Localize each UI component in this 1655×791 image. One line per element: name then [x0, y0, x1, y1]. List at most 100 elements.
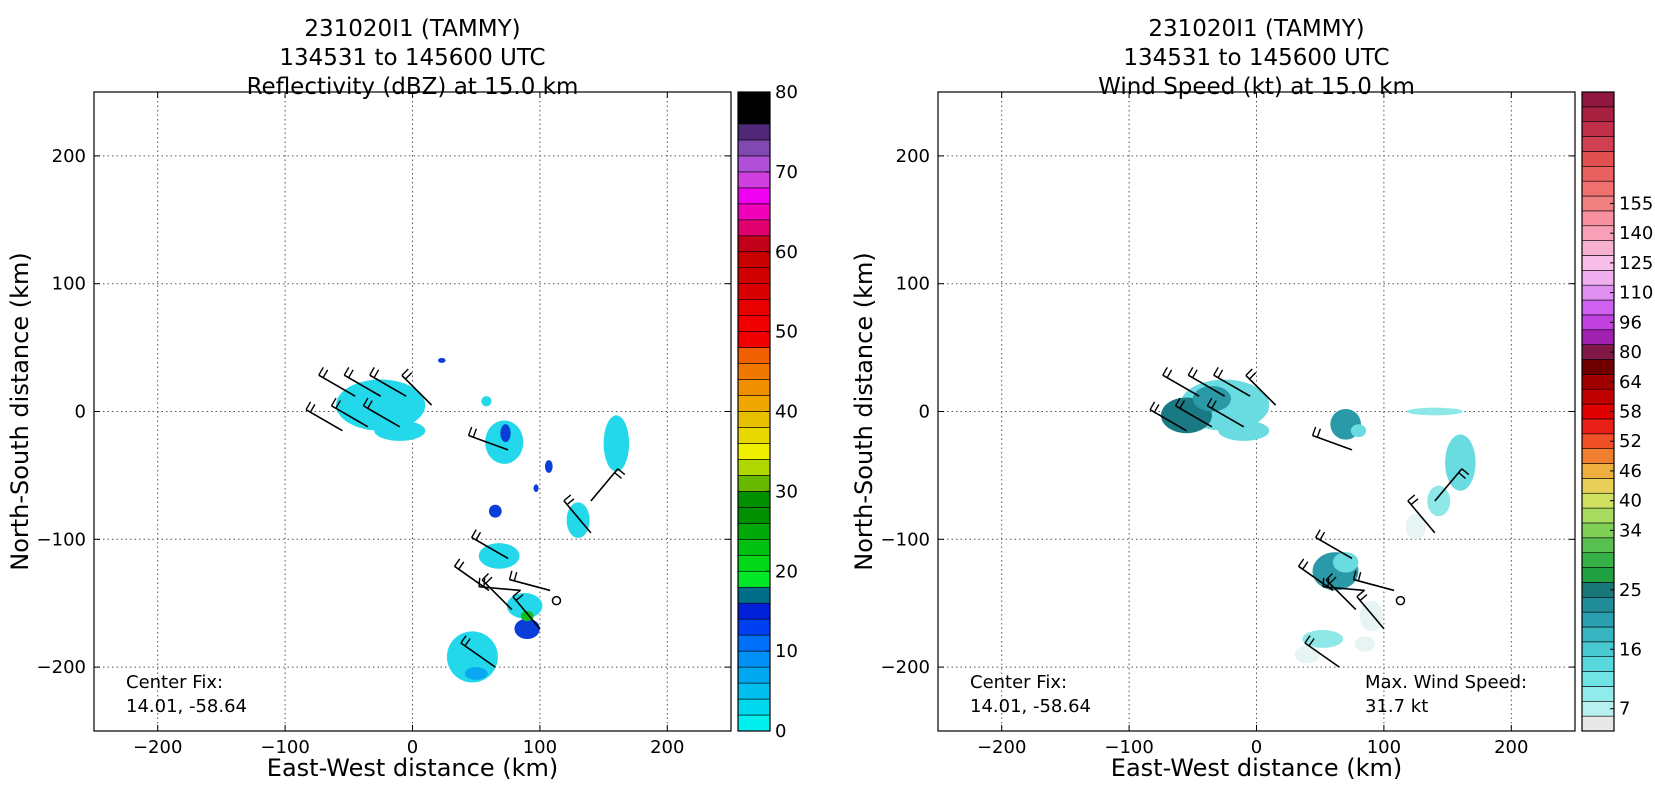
field-region	[1427, 485, 1451, 517]
chart-title-line: Wind Speed (kt) at 15.0 km	[1098, 74, 1415, 100]
wind-barb-flag	[404, 372, 413, 380]
wind-barb	[471, 536, 509, 560]
colorbar-tick-label: 7	[1619, 699, 1630, 720]
y-tick-label: 0	[919, 402, 930, 423]
colorbar-tick-label: 10	[775, 641, 798, 662]
wind-barb	[1162, 374, 1200, 397]
colorbar-segment	[1581, 314, 1615, 331]
chart-title-line: 134531 to 145600 UTC	[279, 45, 545, 71]
wind-barb-flag	[472, 428, 478, 438]
colorbar-segment	[1581, 359, 1615, 375]
wind-barb-flag	[1166, 369, 1173, 379]
y-tick-label: 200	[896, 146, 930, 167]
colorbar-segment	[737, 235, 771, 253]
calm-marker	[551, 595, 562, 606]
wind-barb-flag	[1315, 529, 1321, 538]
wind-barb-flag	[508, 570, 513, 580]
wind-barb-flag	[348, 369, 354, 379]
x-tick-label: 0	[407, 737, 418, 758]
colorbar-segment	[737, 714, 771, 732]
colorbar-segment	[1581, 388, 1615, 405]
colorbar-tick-label: 34	[1619, 520, 1642, 541]
colorbar-segment	[1581, 180, 1615, 197]
colorbar-segment	[737, 139, 771, 157]
x-axis-label: East-West distance (km)	[267, 754, 558, 782]
colorbar-segment	[737, 379, 771, 396]
wind-barb	[362, 405, 401, 428]
colorbar-segment	[1581, 671, 1615, 687]
wind-barb-flag	[1179, 400, 1185, 409]
wind-barb-flag	[512, 590, 521, 598]
field-region	[1302, 630, 1344, 648]
wind-barb-flag	[513, 571, 518, 582]
colorbar-segment	[737, 538, 771, 556]
chart-title-line: Reflectivity (dBZ) at 15.0 km	[247, 74, 579, 100]
wind-barb-flag	[464, 638, 471, 647]
wind-barb-flag	[367, 400, 373, 409]
wind-barb-flag	[305, 401, 312, 411]
colorbar-tick-label: 0	[775, 721, 786, 742]
colorbar-segment	[1581, 507, 1615, 524]
colorbar-segment	[1581, 106, 1615, 123]
y-tick-label: −200	[881, 657, 930, 678]
wind-barb	[1175, 405, 1213, 428]
annotation-text: 14.01, -58.64	[126, 696, 247, 717]
colorbar-segment	[1581, 136, 1615, 152]
wind-barb-flag	[1410, 498, 1419, 506]
colorbar-segment	[1581, 299, 1615, 316]
colorbar-segment	[737, 331, 771, 348]
wind-barb-flag	[1153, 404, 1160, 413]
colorbar-segment	[1581, 403, 1615, 420]
field-region	[500, 424, 511, 443]
calm-marker	[1395, 595, 1406, 606]
wind-barb	[1356, 596, 1385, 630]
wind-barb	[305, 408, 343, 432]
wind-barb	[1213, 374, 1251, 397]
wind-barb-flag	[1304, 635, 1311, 644]
colorbar-segment	[737, 347, 771, 364]
colorbar-segment	[737, 459, 771, 476]
y-tick-label: 100	[896, 274, 930, 295]
y-tick-label: −100	[37, 529, 86, 550]
x-tick-label: 0	[1251, 737, 1262, 758]
colorbar-segment	[1581, 463, 1615, 479]
colorbar-segment	[737, 491, 771, 508]
colorbar: 7 16 25 34 40 46 52 58 64 80 96 110 125 140 155	[1581, 91, 1653, 732]
wind-barb	[369, 374, 407, 397]
annotation-text: Center Fix:	[126, 672, 223, 693]
wind-barb	[318, 374, 356, 397]
colorbar-segment	[1581, 284, 1615, 301]
wind-barb-flag	[1356, 590, 1365, 598]
colorbar-tick-label: 46	[1619, 461, 1642, 482]
field-region	[603, 415, 630, 472]
colorbar-segment	[737, 634, 771, 652]
wind-barb-flag	[1329, 576, 1337, 584]
field-region	[1294, 645, 1321, 664]
field-region	[478, 543, 520, 569]
wind-barb	[1325, 579, 1357, 611]
wind-barb	[460, 642, 496, 668]
colorbar-segment	[737, 523, 771, 540]
wind-barb-flag	[1248, 372, 1257, 380]
wind-barb-flag	[1357, 571, 1362, 582]
wind-barb-flag	[563, 494, 572, 502]
wind-barb-flag	[614, 472, 622, 479]
wind-barb-flag	[373, 369, 380, 379]
wind-barb-flag	[1311, 426, 1317, 436]
chart-title-line: 134531 to 145600 UTC	[1123, 45, 1389, 71]
wind-barb-flag	[453, 558, 461, 567]
wind-barb	[563, 500, 592, 534]
colorbar-segment	[1581, 715, 1615, 732]
wind-barb-flag	[1245, 368, 1253, 376]
colorbar-segment	[1581, 700, 1615, 717]
colorbar-segment	[737, 187, 771, 205]
colorbar-segment	[1581, 492, 1615, 509]
wind-barb-flag	[1302, 561, 1309, 570]
colorbar-segment	[1581, 121, 1615, 137]
field-region	[1354, 636, 1375, 652]
colorbar-segment	[1581, 240, 1615, 256]
wind-barb-flag	[1192, 369, 1198, 379]
colorbar-segment	[737, 698, 771, 716]
wind-barb	[481, 579, 513, 611]
wind-barb-flag	[318, 367, 324, 376]
